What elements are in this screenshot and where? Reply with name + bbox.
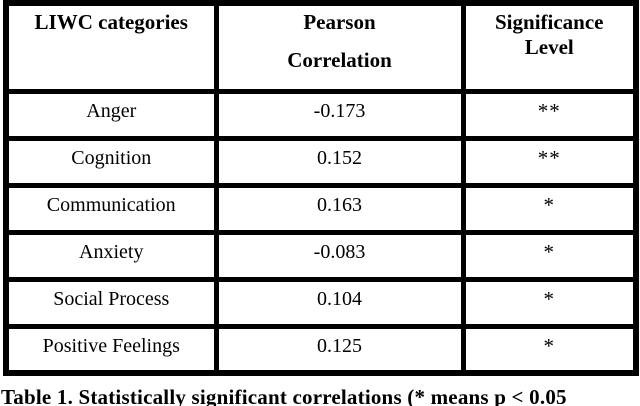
table-row: Anger -0.173 ** <box>3 88 639 141</box>
cell-category: Anger <box>3 88 219 141</box>
header-significance-level: Significance Level <box>460 0 639 94</box>
cell-significance: * <box>460 182 639 235</box>
header-liwc-categories-label: LIWC categories <box>34 10 188 34</box>
cell-correlation: -0.083 <box>213 229 466 282</box>
table-row: Communication 0.163 * <box>3 182 639 235</box>
header-significance-line1: Significance <box>495 10 604 34</box>
cell-significance: ** <box>460 135 639 188</box>
table-row: Anxiety -0.083 * <box>3 229 639 282</box>
header-pearson-correlation: Pearson Correlation <box>213 0 466 94</box>
cell-significance: * <box>460 323 639 376</box>
cell-significance: * <box>460 229 639 282</box>
header-pearson-line1: Pearson <box>303 10 376 34</box>
cell-correlation: 0.163 <box>213 182 466 235</box>
table-row: Cognition 0.152 ** <box>3 135 639 188</box>
cell-category: Cognition <box>3 135 219 188</box>
header-significance-line2: Level <box>524 35 574 59</box>
cell-category: Anxiety <box>3 229 219 282</box>
table-row: Positive Feelings 0.125 * <box>3 323 639 376</box>
table-caption: Table 1. Statistically significant corre… <box>1 385 567 406</box>
cell-significance: ** <box>460 88 639 141</box>
header-pearson-line2: Correlation <box>287 48 392 72</box>
cell-category: Positive Feelings <box>3 323 219 376</box>
header-liwc-categories: LIWC categories <box>3 0 219 94</box>
table-row: Social Process 0.104 * <box>3 276 639 329</box>
cell-correlation: 0.152 <box>213 135 466 188</box>
header-row: LIWC categories Pearson Correlation Sign… <box>3 0 639 94</box>
correlations-table: LIWC categories Pearson Correlation Sign… <box>3 0 639 376</box>
cell-category: Communication <box>3 182 219 235</box>
cell-category: Social Process <box>3 276 219 329</box>
cell-correlation: 0.104 <box>213 276 466 329</box>
cell-significance: * <box>460 276 639 329</box>
cell-correlation: 0.125 <box>213 323 466 376</box>
cell-correlation: -0.173 <box>213 88 466 141</box>
